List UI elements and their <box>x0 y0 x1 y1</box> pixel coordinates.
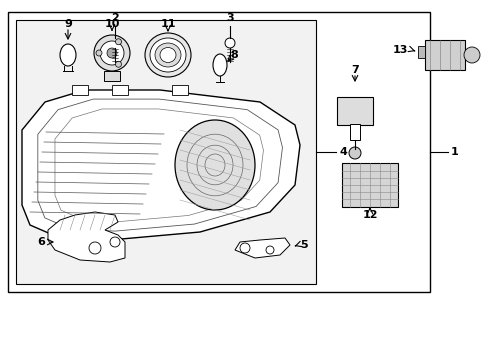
Polygon shape <box>48 212 125 262</box>
Bar <box>424 40 464 70</box>
Circle shape <box>240 243 249 253</box>
Text: 9: 9 <box>64 19 72 29</box>
Bar <box>8 12 429 292</box>
Text: 8: 8 <box>230 50 237 60</box>
Text: 3: 3 <box>226 13 233 23</box>
Circle shape <box>224 38 235 48</box>
Ellipse shape <box>150 38 185 72</box>
Text: 10: 10 <box>104 19 120 29</box>
Bar <box>172 85 187 95</box>
Bar <box>112 85 128 95</box>
Circle shape <box>110 237 120 247</box>
Circle shape <box>115 39 121 45</box>
Bar <box>16 20 315 284</box>
Circle shape <box>100 41 124 65</box>
Text: 1: 1 <box>450 147 458 157</box>
Circle shape <box>110 38 120 48</box>
Polygon shape <box>235 238 289 258</box>
Text: 12: 12 <box>362 210 377 220</box>
Bar <box>336 97 372 125</box>
Bar <box>417 46 424 58</box>
Bar <box>349 124 359 140</box>
Text: 4: 4 <box>338 147 346 157</box>
Circle shape <box>115 61 121 67</box>
Circle shape <box>89 242 101 254</box>
Text: 5: 5 <box>299 240 307 250</box>
Polygon shape <box>22 90 299 240</box>
Circle shape <box>107 48 117 58</box>
Circle shape <box>463 47 479 63</box>
Bar <box>104 71 120 81</box>
Ellipse shape <box>160 48 176 63</box>
Ellipse shape <box>175 120 254 210</box>
Circle shape <box>96 50 102 56</box>
Text: 7: 7 <box>350 65 358 75</box>
Ellipse shape <box>155 43 181 67</box>
Bar <box>72 85 88 95</box>
Circle shape <box>94 35 130 71</box>
Ellipse shape <box>145 33 191 77</box>
Ellipse shape <box>213 54 226 76</box>
Text: 2: 2 <box>111 13 119 23</box>
Text: 11: 11 <box>160 19 175 29</box>
Text: 6: 6 <box>37 237 45 247</box>
Circle shape <box>348 147 360 159</box>
Ellipse shape <box>60 44 76 66</box>
Text: 13: 13 <box>392 45 407 55</box>
Bar <box>341 163 397 207</box>
Circle shape <box>265 246 273 254</box>
